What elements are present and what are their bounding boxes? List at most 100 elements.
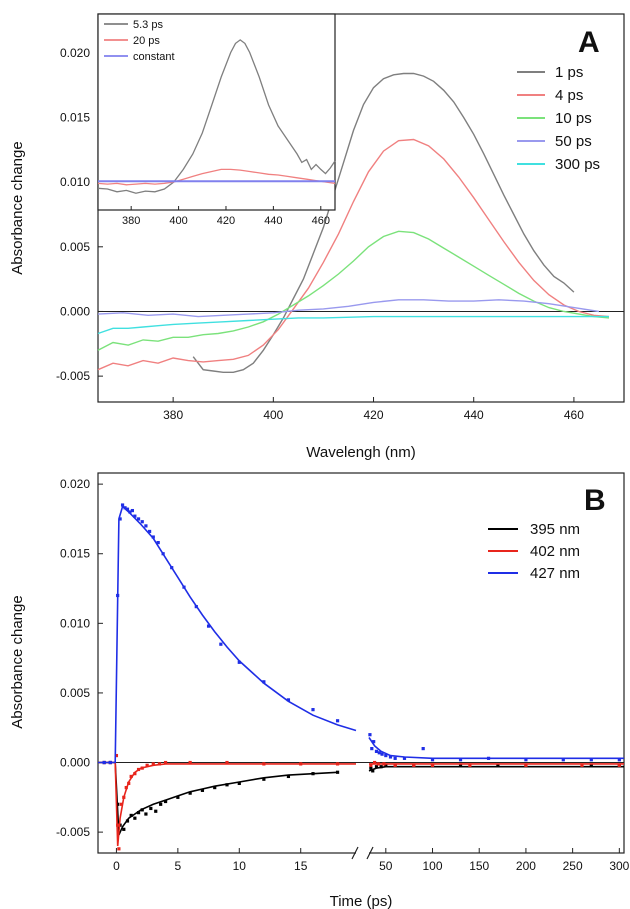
data-point-395-nm (125, 819, 130, 823)
data-point-402-nm (225, 760, 229, 765)
data-point-395-nm (589, 763, 593, 767)
x-tick-label: 400 (263, 408, 283, 422)
panel-b-frame (97, 472, 625, 854)
x-tick-label: 150 (469, 859, 489, 873)
y-tick-label: 0.005 (60, 240, 90, 254)
data-point-427-nm (194, 605, 198, 609)
x-tick-label: 380 (163, 408, 183, 422)
data-point-427-nm (430, 758, 435, 762)
y-tick-label: 0.000 (60, 756, 90, 770)
data-point-402-nm (124, 785, 128, 790)
data-point-395-nm (213, 785, 217, 790)
data-point-402-nm (382, 762, 386, 766)
y-tick-label: -0.005 (56, 369, 90, 383)
data-point-395-nm (159, 802, 163, 806)
panel-a: -0.005 0.000 0.005 0.010 0.015 0.020 380 400 420… (9, 13, 625, 461)
data-point-402-nm (412, 763, 416, 767)
data-point-402-nm (335, 762, 340, 766)
data-point-427-nm (144, 524, 148, 528)
data-point-402-nm (163, 760, 168, 765)
y-tick-label: 0.015 (60, 547, 90, 561)
data-point-427-nm (286, 698, 291, 702)
data-point-427-nm (161, 552, 165, 556)
y-tick-label: 0.000 (60, 304, 90, 318)
data-point-395-nm (163, 799, 168, 804)
data-point-402-nm (133, 772, 137, 776)
panel-a-ylabel: Absorbance change (9, 141, 26, 274)
inset-x-tick-label: 460 (312, 215, 330, 227)
data-point-427-nm (237, 660, 241, 664)
data-point-427-nm (151, 535, 155, 539)
data-point-427-nm (102, 760, 106, 765)
data-point-402-nm (140, 766, 144, 770)
inset-legend-label-20-ps: 20 ps (133, 35, 160, 47)
data-point-395-nm (188, 791, 192, 795)
data-point-395-nm (379, 765, 383, 769)
legend-label-1-ps: 1 ps (555, 64, 583, 81)
y-tick-label: 0.020 (60, 46, 90, 60)
data-point-395-nm (311, 772, 315, 776)
data-point-427-nm (368, 733, 372, 737)
data-point-427-nm (182, 585, 186, 589)
data-point-402-nm (468, 763, 472, 767)
data-point-395-nm (335, 770, 340, 774)
y-tick-label: 0.020 (60, 477, 90, 491)
data-point-395-nm (144, 812, 148, 816)
y-tick-label: -0.005 (56, 825, 90, 839)
data-point-395-nm (369, 766, 373, 770)
x-tick-label: 420 (364, 408, 384, 422)
data-point-427-nm (372, 740, 376, 744)
data-point-427-nm (589, 758, 593, 762)
data-point-395-nm (154, 809, 158, 813)
series-line-4-ps (97, 138, 610, 371)
legend-label-395-nm: 395 nm (530, 521, 580, 538)
data-point-395-nm (237, 781, 241, 786)
data-point-402-nm (136, 767, 141, 772)
data-point-402-nm (157, 762, 162, 766)
inset-x-tick-label: 440 (264, 215, 282, 227)
data-point-427-nm (108, 760, 112, 765)
data-point-427-nm (384, 753, 388, 758)
data-point-395-nm (286, 774, 291, 779)
x-tick-label: 200 (516, 859, 536, 873)
data-point-395-nm (371, 769, 375, 773)
data-point-427-nm (458, 758, 463, 762)
legend-label-10-ps: 10 ps (555, 110, 592, 127)
data-point-395-nm (133, 816, 137, 820)
data-point-427-nm (370, 747, 374, 751)
series-line-10-ps (97, 230, 610, 351)
panel-a-letter: A (578, 26, 600, 59)
inset-series-line-20-ps (97, 168, 336, 186)
axis-break-gap (356, 847, 369, 859)
inset-x-tick-label: 420 (217, 215, 235, 227)
data-point-427-nm (393, 756, 397, 760)
inset-content: 380 400 420 440 460 5.3 ps 20 ps constant (97, 19, 336, 227)
data-point-427-nm (125, 507, 130, 511)
data-point-395-nm (374, 765, 379, 769)
inset-x-tick-label: 380 (122, 215, 140, 227)
data-point-402-nm (373, 760, 377, 765)
data-point-402-nm (129, 774, 133, 779)
fit-line-395-nm (98, 761, 338, 836)
panel-b-letter: B (584, 484, 606, 517)
data-point-427-nm (377, 751, 381, 755)
data-point-395-nm (149, 806, 153, 811)
series-line-300-ps (97, 315, 609, 335)
data-point-427-nm (120, 503, 125, 507)
data-point-395-nm (200, 788, 205, 792)
data-point-395-nm (116, 802, 120, 806)
data-point-427-nm (170, 566, 174, 570)
x-tick-label: 10 (233, 859, 247, 873)
data-point-402-nm (430, 763, 435, 767)
inset-series-line-5-3-ps (97, 39, 336, 194)
data-point-402-nm (127, 781, 131, 786)
legend-label-4-ps: 4 ps (555, 87, 583, 104)
x-tick-label: 460 (564, 408, 584, 422)
data-point-402-nm (122, 795, 126, 799)
inset-legend-label-5-3-ps: 5.3 ps (133, 19, 163, 31)
x-tick-label: 0 (113, 859, 120, 873)
data-point-427-nm (128, 510, 132, 514)
x-tick-label: 50 (379, 859, 393, 873)
data-point-395-nm (458, 763, 463, 767)
